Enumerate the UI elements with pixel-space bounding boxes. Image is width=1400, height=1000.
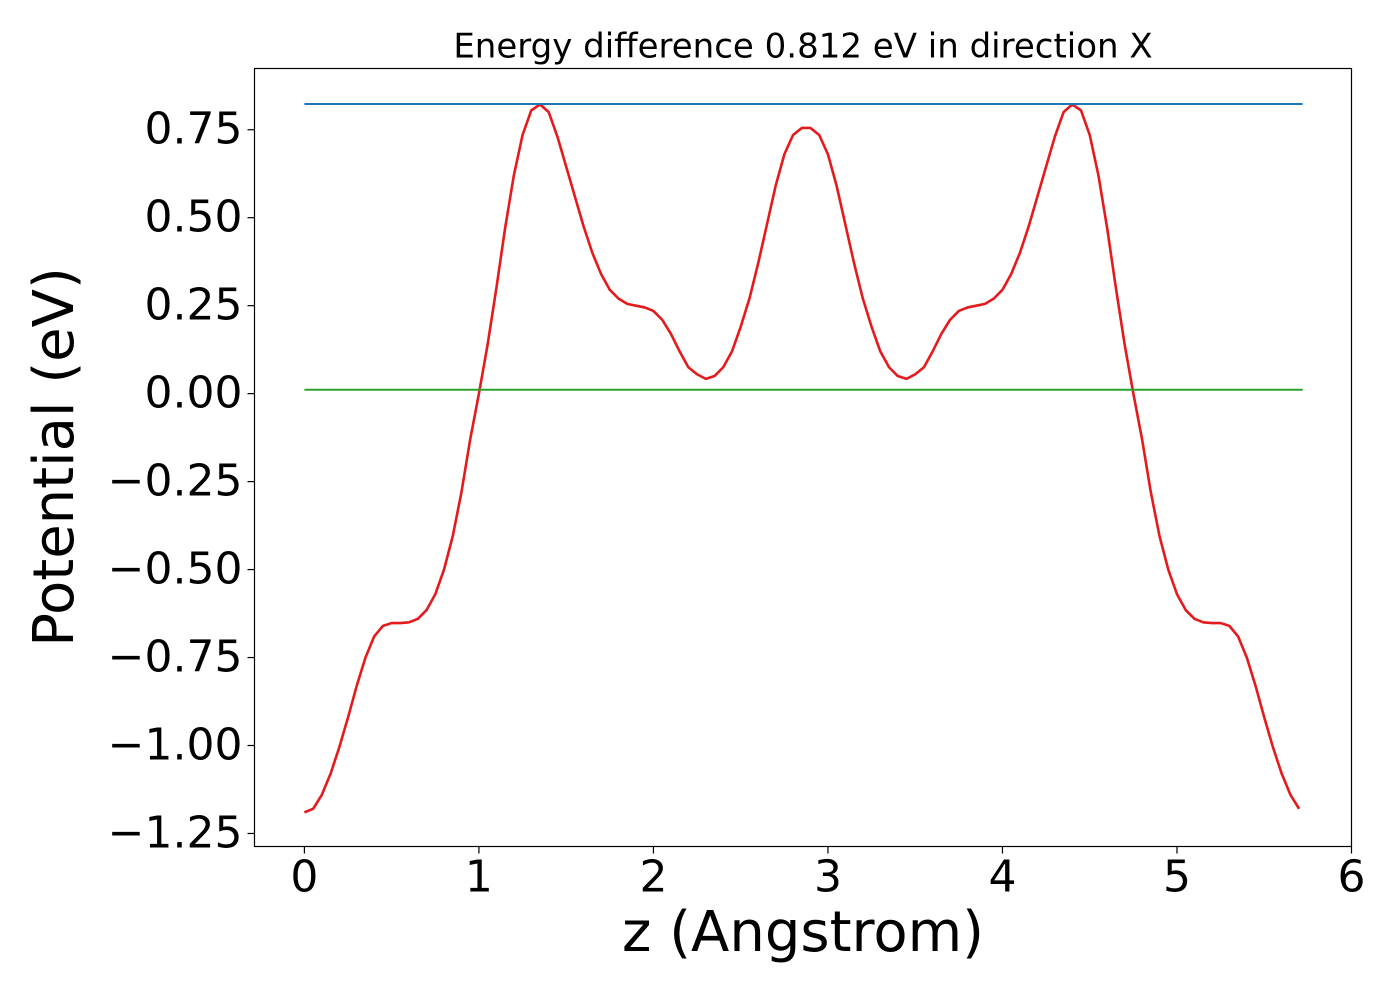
- y-tick-label: −1.25: [108, 807, 243, 858]
- y-tick-label: −0.50: [108, 544, 243, 595]
- x-tick-label: 1: [465, 852, 493, 903]
- plot-frame: [253, 67, 1353, 848]
- data-line: [303, 103, 1301, 814]
- x-tick-label: 2: [639, 852, 667, 903]
- y-tick-label: 0.50: [145, 192, 243, 243]
- x-tick-label: 0: [290, 852, 318, 903]
- y-tick-label: 0.75: [145, 104, 243, 155]
- y-tick-label: −0.25: [108, 456, 243, 507]
- y-axis-label: Potential (eV): [22, 267, 87, 647]
- chart-title: Energy difference 0.812 eV in direction …: [453, 27, 1152, 67]
- x-tick-label: 6: [1338, 852, 1366, 903]
- x-tick-label: 4: [988, 852, 1016, 903]
- y-tick-label: −0.75: [108, 632, 243, 683]
- x-tick-label: 5: [1163, 852, 1191, 903]
- x-axis-label: z (Angstrom): [622, 900, 984, 965]
- x-tick-label: 3: [814, 852, 842, 903]
- y-tick-label: −1.00: [108, 720, 243, 771]
- y-tick-label: 0.00: [145, 368, 243, 419]
- y-tick-label: 0.25: [145, 280, 243, 331]
